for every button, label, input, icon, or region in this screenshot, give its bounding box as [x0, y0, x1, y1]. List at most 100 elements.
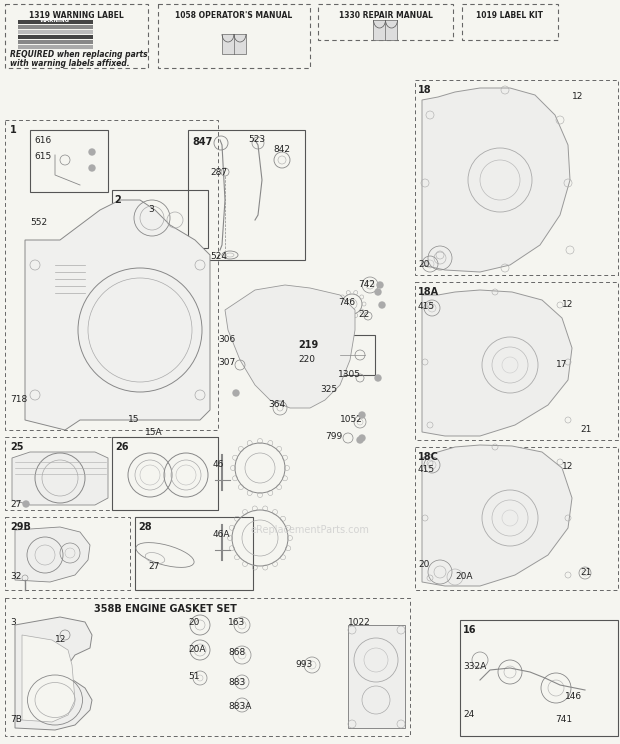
Text: 17: 17: [556, 360, 567, 369]
Bar: [18, 20, 93, 24]
Text: 883: 883: [228, 678, 246, 687]
Bar: [5, 437, 218, 510]
Bar: [5, 120, 218, 430]
Circle shape: [357, 437, 363, 443]
Text: 842: 842: [273, 145, 290, 154]
Text: 868: 868: [228, 648, 246, 657]
Text: 15: 15: [128, 415, 140, 424]
Circle shape: [23, 501, 29, 507]
Text: 287: 287: [210, 168, 227, 177]
Text: 325: 325: [320, 385, 337, 394]
Bar: [318, 4, 453, 40]
Text: 46: 46: [213, 460, 224, 469]
Text: 22: 22: [358, 310, 370, 319]
Text: 18A: 18A: [418, 287, 439, 297]
Polygon shape: [422, 290, 572, 436]
Text: 1319 WARNING LABEL: 1319 WARNING LABEL: [29, 11, 124, 20]
Text: 25: 25: [10, 442, 24, 452]
Bar: [5, 4, 148, 68]
Text: 20: 20: [418, 560, 430, 569]
Bar: [18, 45, 93, 49]
Text: 332A: 332A: [463, 662, 486, 671]
Text: 29B: 29B: [10, 522, 31, 532]
Text: 364: 364: [268, 400, 285, 409]
Bar: [135, 517, 253, 590]
Text: 3: 3: [10, 618, 16, 627]
Text: 163: 163: [228, 618, 246, 627]
Bar: [373, 20, 397, 40]
Text: 883A: 883A: [228, 702, 251, 711]
Circle shape: [233, 390, 239, 396]
Bar: [415, 282, 618, 440]
Text: 1022: 1022: [348, 618, 371, 627]
Polygon shape: [225, 285, 355, 408]
Text: 742: 742: [358, 280, 375, 289]
Text: 306: 306: [218, 335, 235, 344]
Text: 799: 799: [325, 432, 342, 441]
Text: 12: 12: [562, 462, 574, 471]
Text: with warning labels affixed.: with warning labels affixed.: [10, 59, 130, 68]
Polygon shape: [25, 200, 210, 430]
Bar: [460, 620, 618, 736]
Text: 12: 12: [55, 635, 66, 644]
Bar: [112, 190, 208, 248]
Text: 415: 415: [418, 302, 435, 311]
Text: 21: 21: [580, 425, 591, 434]
Circle shape: [379, 302, 385, 308]
Text: 523: 523: [248, 135, 265, 144]
Text: 1305: 1305: [338, 370, 361, 379]
Bar: [295, 335, 375, 375]
Text: 32: 32: [10, 572, 21, 581]
Circle shape: [377, 282, 383, 288]
Text: 7B: 7B: [10, 715, 22, 724]
Text: 847: 847: [192, 137, 213, 147]
Text: 18C: 18C: [418, 452, 439, 462]
Polygon shape: [348, 625, 405, 728]
Circle shape: [375, 289, 381, 295]
Text: REQUIRED when replacing parts: REQUIRED when replacing parts: [10, 50, 148, 59]
Text: 616: 616: [34, 136, 51, 145]
Text: 3: 3: [148, 205, 154, 214]
Text: 1: 1: [10, 125, 17, 135]
Text: 20A: 20A: [455, 572, 472, 581]
Text: 718: 718: [10, 395, 27, 404]
Circle shape: [359, 435, 365, 441]
Text: 15A: 15A: [145, 428, 162, 437]
Text: 615: 615: [34, 152, 51, 161]
Bar: [5, 517, 130, 590]
Polygon shape: [15, 527, 90, 582]
Bar: [18, 30, 93, 34]
Text: 1052: 1052: [340, 415, 363, 424]
Text: 358B ENGINE GASKET SET: 358B ENGINE GASKET SET: [94, 604, 236, 614]
Text: 27: 27: [148, 562, 159, 571]
Bar: [462, 4, 558, 40]
Text: 12: 12: [572, 92, 583, 101]
Text: 12: 12: [562, 300, 574, 309]
Text: 26: 26: [115, 442, 128, 452]
Text: 1058 OPERATOR'S MANUAL: 1058 OPERATOR'S MANUAL: [175, 11, 293, 20]
Text: 746: 746: [338, 298, 355, 307]
Text: 552: 552: [30, 218, 47, 227]
Text: 741: 741: [555, 715, 572, 724]
Bar: [18, 35, 93, 39]
Text: eReplacementParts.com: eReplacementParts.com: [250, 525, 370, 535]
Text: 51: 51: [188, 672, 200, 681]
Bar: [18, 40, 93, 44]
Text: 415: 415: [418, 465, 435, 474]
Circle shape: [89, 149, 95, 155]
Polygon shape: [15, 617, 92, 730]
Polygon shape: [422, 88, 570, 272]
Polygon shape: [422, 445, 572, 586]
Bar: [415, 80, 618, 275]
Text: 220: 220: [298, 355, 315, 364]
Text: 20: 20: [418, 260, 430, 269]
Text: 1330 REPAIR MANUAL: 1330 REPAIR MANUAL: [339, 11, 432, 20]
Text: 2: 2: [114, 195, 121, 205]
Text: 1019 LABEL KIT: 1019 LABEL KIT: [477, 11, 544, 20]
Bar: [415, 447, 618, 590]
Text: 24: 24: [463, 710, 474, 719]
Text: 993: 993: [295, 660, 312, 669]
Polygon shape: [12, 452, 108, 505]
Bar: [188, 130, 305, 260]
Text: 219: 219: [298, 340, 318, 350]
